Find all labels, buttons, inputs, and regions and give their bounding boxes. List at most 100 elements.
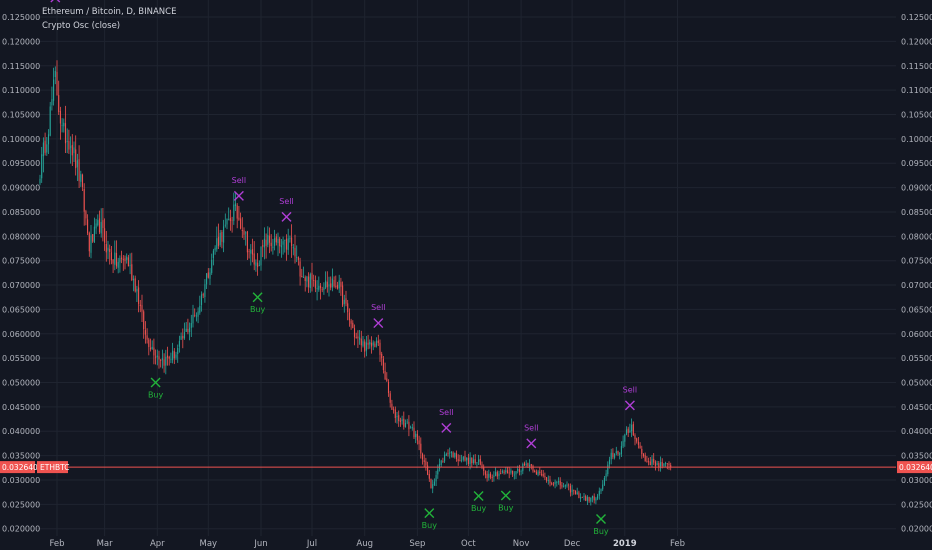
candle xyxy=(73,141,75,162)
candle xyxy=(81,173,84,192)
candle-body xyxy=(160,359,162,361)
candle-body xyxy=(665,462,667,464)
candle xyxy=(88,231,90,257)
buy-signal: Buy xyxy=(422,508,437,530)
candle-body xyxy=(240,218,242,229)
candle xyxy=(653,453,655,465)
candle xyxy=(369,339,371,349)
price-tag-left xyxy=(0,461,35,474)
candle-body xyxy=(98,218,101,233)
candle xyxy=(262,239,264,258)
candle xyxy=(172,342,174,364)
candle-body xyxy=(318,285,320,290)
candle xyxy=(289,235,291,243)
candle-body xyxy=(586,497,588,501)
candle xyxy=(246,230,248,260)
candle-body xyxy=(498,473,500,477)
candle-body xyxy=(529,464,531,467)
candle-body xyxy=(483,467,485,471)
candle-body xyxy=(450,451,452,454)
candle-body xyxy=(464,455,466,461)
candle xyxy=(406,418,408,425)
candle xyxy=(512,470,514,478)
candle-body xyxy=(41,154,43,179)
candle-body xyxy=(563,486,565,488)
candle-body xyxy=(583,496,585,498)
candle-body xyxy=(484,471,486,475)
candle-body xyxy=(95,223,97,229)
candle xyxy=(394,406,396,423)
candle-body xyxy=(552,483,554,485)
candle-body xyxy=(440,460,442,465)
candle xyxy=(404,419,407,428)
candle xyxy=(668,461,670,470)
signals: Sell Buy Sell Buy Sell Sell Buy Sell Buy Buy Sell B… xyxy=(50,0,637,536)
candle xyxy=(274,229,276,251)
candle xyxy=(362,336,364,348)
y-tick-left: 0.120000 xyxy=(2,37,40,46)
candle-body xyxy=(506,470,509,474)
candle xyxy=(360,330,362,352)
candle xyxy=(411,423,413,431)
candle xyxy=(308,272,310,293)
candle xyxy=(639,442,641,449)
candle-body xyxy=(287,238,289,250)
y-tick-right: 0.125000 xyxy=(901,13,932,22)
candle xyxy=(455,450,458,462)
candle-body xyxy=(455,453,458,460)
candle-body xyxy=(102,220,104,229)
candle xyxy=(214,245,216,255)
candle-body xyxy=(136,288,138,292)
candle-body xyxy=(561,485,563,487)
candle-body xyxy=(321,289,323,291)
candle xyxy=(336,281,339,290)
candle xyxy=(595,496,597,505)
signal-label: Sell xyxy=(232,176,246,185)
candle-body xyxy=(384,370,386,380)
candle xyxy=(372,340,374,351)
candle xyxy=(41,146,43,183)
candle-body xyxy=(401,419,403,422)
candle-body xyxy=(542,473,544,477)
candle-body xyxy=(107,247,109,251)
candle-body xyxy=(177,347,179,355)
candle xyxy=(124,255,126,270)
candle-body xyxy=(442,461,444,463)
candle-body xyxy=(255,262,257,266)
signal-label: Sell xyxy=(623,385,637,394)
candle-body xyxy=(670,465,672,468)
candle-body xyxy=(554,481,556,485)
candle xyxy=(670,462,672,471)
candle-body xyxy=(297,257,299,260)
candle-body xyxy=(595,498,597,501)
candle-body xyxy=(525,463,527,465)
candle xyxy=(126,253,128,264)
y-tick-left: 0.085000 xyxy=(2,208,40,217)
candle-body xyxy=(90,235,92,253)
candle xyxy=(556,480,558,487)
candle xyxy=(597,493,599,501)
candle-body xyxy=(284,239,286,241)
candle xyxy=(223,219,225,253)
candle-body xyxy=(189,327,191,333)
candle xyxy=(211,253,213,275)
y-tick-right: 0.025000 xyxy=(901,500,932,509)
candle-body xyxy=(260,246,262,266)
candle xyxy=(365,335,367,357)
candle-body xyxy=(158,356,160,360)
candle-body xyxy=(313,280,315,281)
candle xyxy=(207,268,209,279)
candle xyxy=(636,437,638,444)
candle-body xyxy=(163,359,165,366)
candle xyxy=(306,275,308,288)
candle-body xyxy=(97,220,99,226)
candle-body xyxy=(80,174,82,182)
candle xyxy=(445,452,447,457)
candle-body xyxy=(202,294,204,296)
candle xyxy=(454,452,456,459)
signal-cross-b xyxy=(596,513,606,524)
candle-body xyxy=(88,233,90,252)
candle xyxy=(49,101,51,137)
candle-body xyxy=(632,424,634,436)
